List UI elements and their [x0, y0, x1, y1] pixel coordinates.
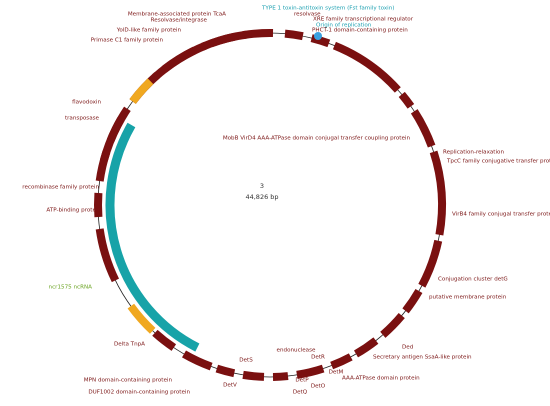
feature-label: MPN domain-containing protein	[84, 378, 173, 384]
origin-marker	[314, 32, 322, 40]
feature-label: putative membrane protein	[429, 295, 507, 301]
plasmid-name: 3	[260, 182, 264, 190]
feature-arc	[127, 303, 156, 334]
feature-label: TYPE 1 toxin-antitoxin system (Fst famil…	[261, 6, 394, 12]
feature-label: DUF1002 domain-containing protein	[88, 390, 190, 396]
feature-arc	[272, 372, 289, 381]
feature-label: TpcC family conjugative transfer protein	[446, 159, 550, 165]
feature-arc	[95, 228, 120, 283]
feature-label: Replication-relaxation	[443, 150, 504, 156]
feature-label: flavodoxin	[72, 100, 101, 106]
feature-arc	[215, 364, 236, 378]
feature-arc	[105, 122, 200, 352]
feature-label: DetO	[311, 384, 326, 390]
feature-arc	[284, 29, 304, 41]
feature-label: AAA-ATPase domain protein	[342, 376, 420, 382]
feature-arc	[152, 329, 177, 351]
feature-arc	[330, 353, 353, 370]
feature-arc	[402, 288, 423, 314]
feature-label: ATP-binding protein	[46, 208, 101, 214]
feature-arc	[106, 117, 125, 143]
feature-label: Conjugation cluster detG	[438, 277, 508, 283]
feature-label: Primase C1 family protein	[91, 38, 164, 44]
feature-arc	[182, 350, 213, 371]
feature-label: YolD-like family protein	[116, 28, 182, 34]
feature-arc	[418, 239, 443, 288]
feature-arc	[332, 41, 401, 93]
feature-label: DetM	[329, 370, 344, 376]
feature-label: transposase	[65, 116, 100, 122]
feature-label: ncr1575 ncRNA	[49, 285, 93, 291]
plasmid-length: 44,826 bp	[245, 193, 278, 201]
feature-label: XRE family transcriptional regulator	[313, 17, 414, 23]
feature-arc	[129, 78, 154, 104]
feature-label: VirB4 family conjugal transfer protein	[452, 212, 550, 218]
feature-label: Ded	[402, 345, 414, 351]
feature-label: DetQ	[293, 390, 308, 396]
feature-arc	[410, 109, 436, 148]
feature-label: PHCT-1 domain-containing protein	[312, 28, 408, 34]
feature-label: endonuclease	[277, 348, 316, 354]
feature-arc	[353, 337, 379, 358]
feature-arc	[310, 34, 331, 48]
feature-label: Secretary antigen SsaA-like protein	[373, 355, 472, 361]
feature-label: DetS	[239, 358, 253, 364]
feature-label: Delta TnpA	[114, 342, 145, 348]
feature-label: DetV	[223, 383, 237, 389]
feature-label: MobB VirD4 AAA-ATPase domain conjugal tr…	[223, 136, 411, 142]
feature-label: Origin of replication	[316, 23, 372, 29]
feature-arc	[398, 91, 415, 109]
feature-arc	[242, 29, 274, 40]
feature-arc	[429, 150, 446, 236]
feature-arc	[242, 370, 265, 381]
feature-arc	[152, 41, 208, 81]
feature-arc	[209, 30, 247, 48]
feature-label: Resolvase/integrase	[151, 18, 208, 24]
feature-label: Membrane-associated protein TcaA	[128, 12, 226, 18]
feature-label: DetR	[311, 355, 325, 361]
feature-arc	[296, 364, 325, 379]
feature-label: resolvase	[294, 12, 321, 18]
feature-label: DetP	[295, 378, 309, 384]
feature-label: recombinase family protein	[22, 185, 99, 191]
feature-arc	[380, 312, 405, 338]
feature-arc	[95, 150, 111, 182]
